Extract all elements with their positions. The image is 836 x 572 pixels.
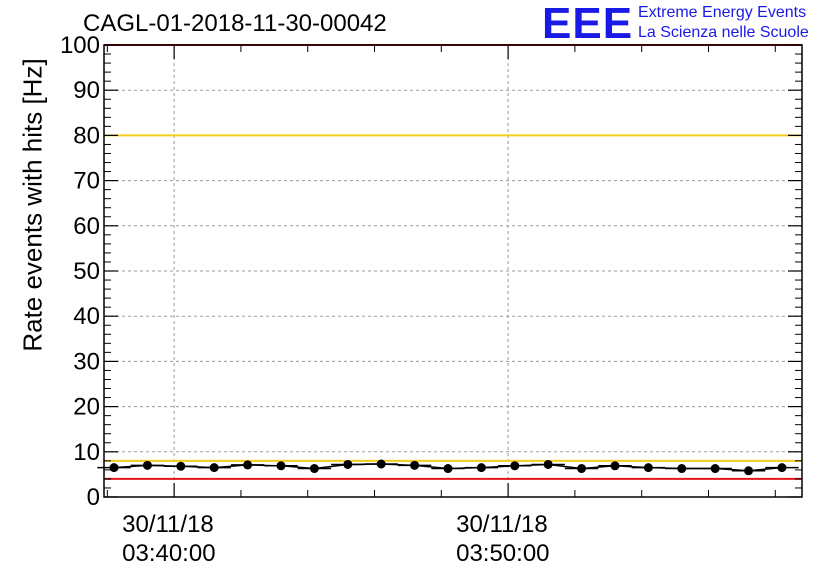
data-point [577, 464, 587, 474]
data-point [510, 461, 520, 471]
data-point [376, 459, 386, 469]
y-tick-label: 10 [73, 439, 100, 466]
data-point [443, 464, 453, 474]
axis-ticks [104, 44, 802, 498]
y-tick-labels: 0 10 20 30 40 50 60 70 80 90 100 [60, 32, 100, 511]
y-tick-label: 20 [73, 394, 100, 421]
data-series [97, 459, 799, 476]
y-tick-label: 40 [73, 303, 100, 330]
data-point [309, 464, 319, 474]
y-tick-label: 80 [73, 122, 100, 149]
y-tick-label: 60 [73, 213, 100, 240]
x-tick-label: 30/11/18 03:40:00 [122, 510, 215, 568]
y-tick-label: 70 [73, 168, 100, 195]
eee-logo: EEE [542, 0, 634, 48]
y-axis-label: Rate events with hits [Hz] [17, 58, 48, 352]
x-tick-label: 30/11/18 03:50:00 [456, 510, 549, 568]
x-tick-time: 03:50:00 [456, 540, 550, 567]
x-tick-time: 03:40:00 [122, 540, 216, 567]
data-point [276, 461, 286, 471]
y-tick-label: 0 [87, 484, 100, 511]
data-point [710, 464, 720, 474]
data-point [744, 466, 754, 476]
data-point [109, 463, 119, 473]
chart-title: CAGL-01-2018-11-30-00042 [83, 10, 387, 37]
logo-text-line1: Extreme Energy Events [638, 4, 807, 21]
data-point [543, 459, 553, 469]
y-tick-label: 90 [73, 77, 100, 104]
y-tick-label: 30 [73, 348, 100, 375]
data-point [777, 463, 787, 473]
data-point [343, 459, 353, 469]
grid-lines [104, 45, 802, 497]
logo-text-line2: La Scienza nelle Scuole [638, 24, 809, 41]
data-point [476, 463, 486, 473]
data-point [410, 460, 420, 470]
y-tick-label: 100 [60, 32, 100, 59]
y-tick-label: 50 [73, 258, 100, 285]
x-tick-date: 30/11/18 [456, 511, 548, 538]
reference-lines [104, 44, 802, 480]
data-point [643, 463, 653, 473]
x-tick-date: 30/11/18 [122, 511, 214, 538]
data-point [176, 461, 186, 471]
data-point [677, 464, 687, 474]
data-point [243, 460, 253, 470]
data-point [610, 461, 620, 471]
data-point [209, 463, 219, 473]
data-point [142, 460, 152, 470]
